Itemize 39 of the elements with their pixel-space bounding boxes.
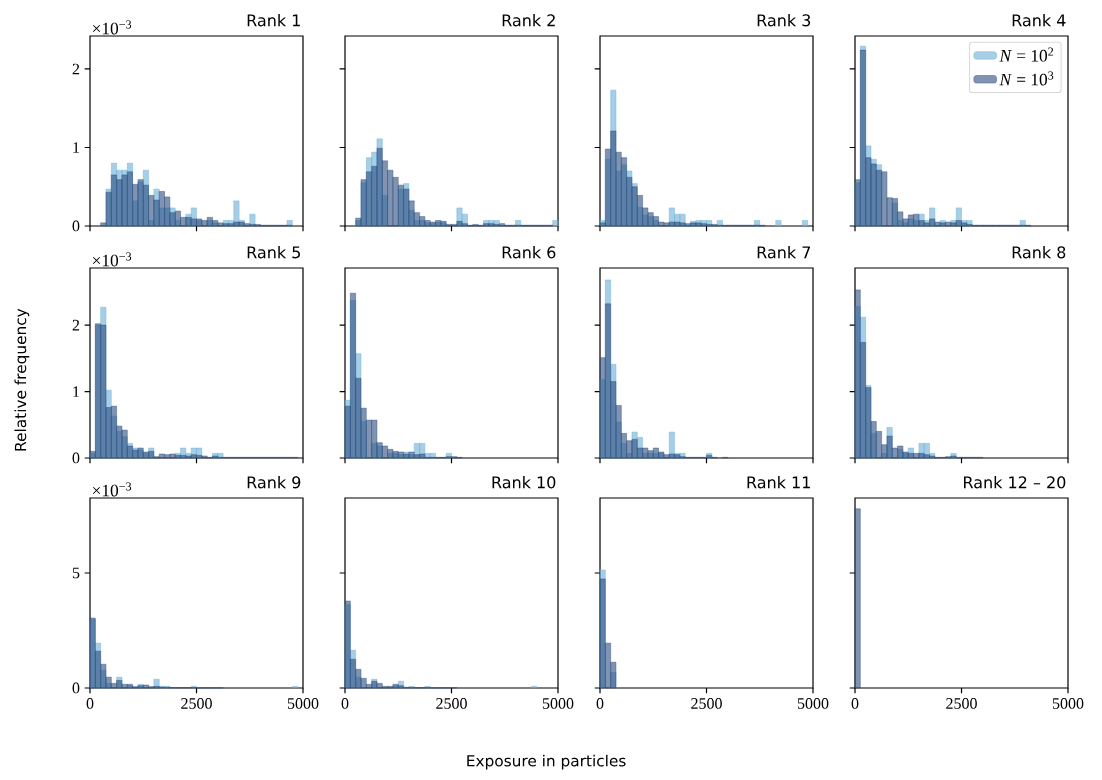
y-tick-label: 0	[72, 452, 80, 464]
x-tick-label: 0	[86, 698, 94, 709]
chart-title: Rank 9	[247, 476, 301, 489]
x-tick-label: 5000	[287, 698, 319, 709]
y-tick-label: 2	[72, 63, 80, 75]
text: ×10$^{−3}$	[92, 20, 132, 35]
chart-title: Rank 3	[757, 14, 811, 27]
legend-label: N = 10$^{3}$	[999, 71, 1054, 86]
legend-label: N = 10$^{2}$	[999, 47, 1054, 62]
x-tick-label: 5000	[797, 698, 829, 709]
x-axis-title: Exposure in particles	[467, 754, 626, 770]
x-tick-label: 2500	[181, 698, 212, 709]
chart-title: Rank 12 – 20	[964, 476, 1066, 489]
x-tick-label: 2500	[946, 698, 977, 709]
y-tick-label: 1	[73, 142, 80, 153]
chart-title: Rank 6	[502, 246, 556, 259]
x-tick-label: 0	[596, 698, 604, 709]
text: ×10$^{−3}$	[92, 252, 132, 267]
y-tick-label: 2	[72, 319, 80, 331]
x-tick-label: 2500	[691, 698, 722, 709]
x-tick-label: 5000	[542, 698, 574, 709]
y-tick-label: 0	[72, 682, 80, 694]
chart-title: Rank 8	[1012, 246, 1066, 259]
y-tick-label: 0	[72, 220, 80, 232]
x-tick-label: 2500	[436, 698, 467, 709]
y-tick-label: 1	[73, 386, 80, 397]
chart-title: Rank 10	[492, 476, 556, 489]
chart-title: Rank 2	[502, 14, 555, 27]
x-tick-label: 0	[851, 698, 859, 709]
y-tick-label: 5	[72, 567, 80, 579]
x-tick-label: 0	[341, 698, 349, 709]
y-axis-title: Relative frequency	[14, 308, 30, 451]
text: ×10$^{−3}$	[92, 482, 132, 497]
chart-title: Rank 1	[247, 14, 300, 27]
chart-title: Rank 11	[747, 476, 810, 489]
x-tick-label: 5000	[1052, 698, 1084, 709]
chart-title: Rank 7	[757, 246, 811, 259]
chart-title: Rank 5	[247, 246, 300, 259]
chart-title: Rank 4	[1012, 14, 1066, 27]
